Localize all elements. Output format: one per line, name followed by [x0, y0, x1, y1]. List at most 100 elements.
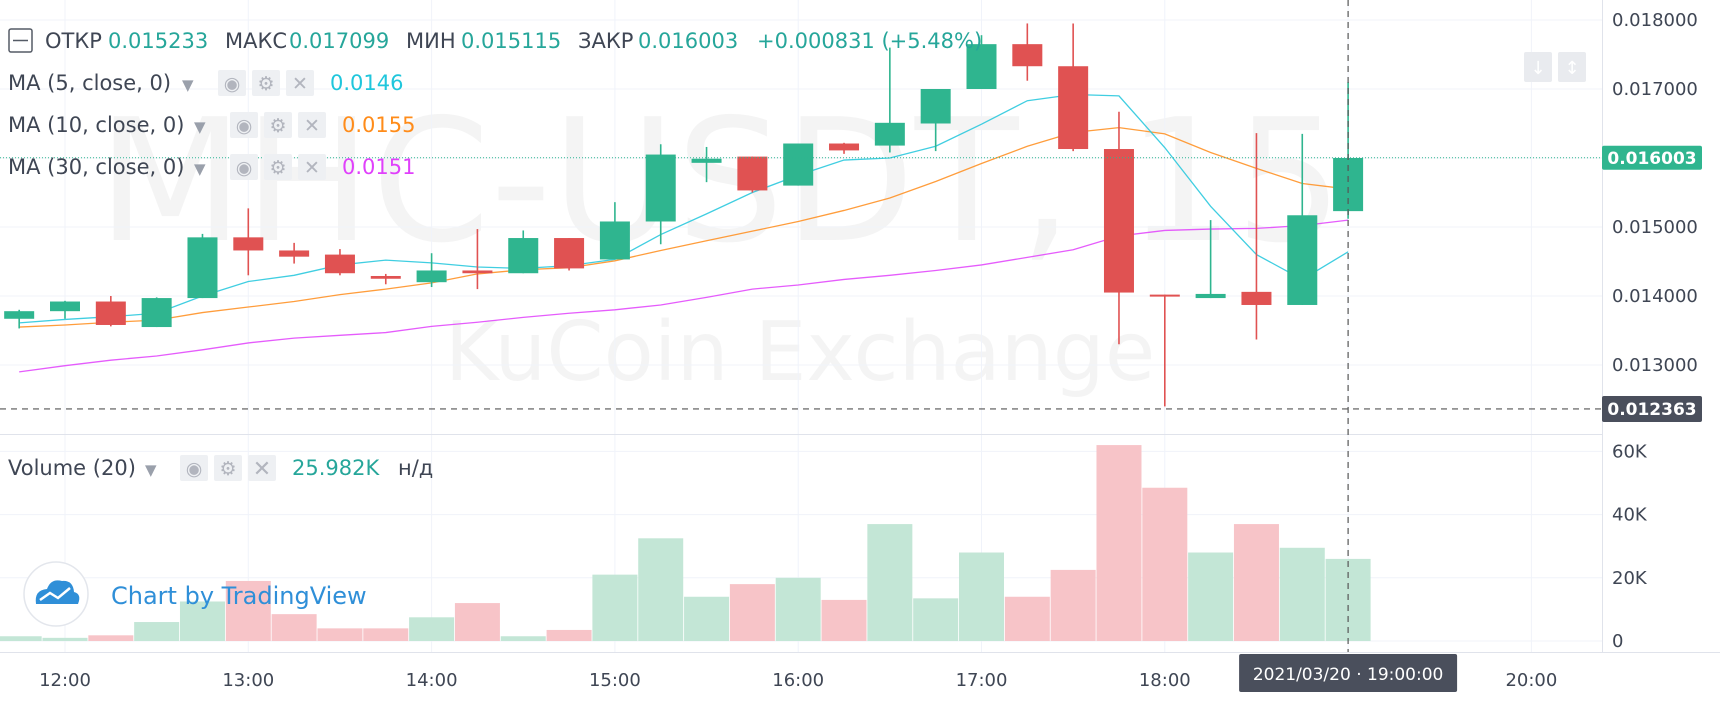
cloud-line-icon — [39, 587, 71, 602]
volume-bar — [134, 622, 180, 641]
volume-bar — [1188, 552, 1234, 641]
close-icon: ✕ — [253, 457, 271, 482]
time-axis[interactable]: 12:00 13:00 14:00 15:00 16:00 17:00 18:00 20:00 — [39, 670, 1557, 691]
collapse-legend-icon[interactable] — [8, 28, 33, 53]
candle-body — [279, 250, 310, 257]
volume-bar — [775, 577, 821, 641]
indicator-button-bg — [230, 112, 258, 138]
candle-body — [599, 221, 630, 260]
volume-bar — [592, 574, 638, 641]
volume-bar — [179, 601, 225, 641]
indicator-settings-button[interactable]: ⚙ — [264, 112, 292, 138]
chevron-down-icon[interactable]: ▼ — [182, 76, 194, 94]
volume-bar — [409, 617, 455, 641]
volume-tick-label: 60K — [1612, 441, 1648, 462]
price-tick-label: 0.018000 — [1612, 10, 1698, 31]
price-tick-label: 0.017000 — [1612, 79, 1698, 100]
gear-icon: ⚙ — [269, 115, 286, 137]
candle-body — [554, 238, 585, 269]
indicator-button-bg — [264, 154, 292, 180]
branding-text[interactable]: Chart by TradingView — [111, 582, 367, 610]
volume-bar — [88, 635, 134, 641]
close-label: ЗАКР — [578, 29, 633, 53]
volume-bar — [913, 598, 959, 641]
scale-toggle-button[interactable] — [1558, 52, 1586, 82]
chevron-down-icon[interactable]: ▼ — [194, 160, 206, 178]
volume-legend-chevron-icon[interactable]: ▼ — [145, 461, 157, 479]
candle-body — [233, 237, 264, 251]
volume-bar — [684, 596, 730, 641]
volume-bar — [638, 538, 684, 641]
volume-tick-label: 40K — [1612, 505, 1648, 526]
arrow-down-icon: ↓ — [1530, 58, 1545, 79]
candle-body — [783, 143, 814, 186]
volume-bar — [225, 580, 271, 641]
volume-axis[interactable]: 0 20K 40K 60K — [1612, 441, 1648, 652]
volume-legend-label: Volume (20) — [8, 456, 136, 480]
volume-remove-button[interactable]: ✕ — [248, 455, 276, 482]
price-tick-label: 0.015000 — [1612, 217, 1698, 238]
indicator-button-bg — [298, 112, 326, 138]
candle-body — [1103, 149, 1134, 293]
indicator-remove-button[interactable]: ✕ — [298, 154, 326, 180]
ma5-line — [19, 93, 1349, 324]
crosshair-time-label: 2021/03/20 · 19:00:00 — [1239, 654, 1458, 692]
last-price-label: 0.016003 — [1602, 145, 1702, 170]
ma10-line — [19, 126, 1349, 328]
volume-settings-button[interactable]: ⚙ — [214, 455, 242, 481]
indicator-eye-button[interactable]: ◉ — [230, 154, 258, 180]
volume-bar — [1142, 487, 1188, 641]
candle-body — [187, 237, 218, 299]
candle-body — [508, 238, 539, 274]
volume-bar — [867, 524, 913, 641]
candle-body — [370, 275, 401, 279]
indicator-settings-button[interactable]: ⚙ — [252, 70, 280, 96]
candle-body — [4, 311, 35, 319]
watermark-exchange: KuCoin Exchange — [445, 305, 1156, 400]
volume-bar — [1050, 569, 1096, 641]
volume-bar — [500, 636, 546, 641]
indicator-remove-button[interactable]: ✕ — [298, 112, 326, 138]
indicator-value: 0.0151 — [342, 155, 415, 179]
volume-bar — [363, 628, 409, 641]
indicator-eye-button[interactable]: ◉ — [218, 70, 246, 96]
indicator-remove-button[interactable]: ✕ — [286, 70, 314, 96]
candle-body — [1287, 215, 1318, 305]
candle-body — [966, 44, 997, 89]
high-label: МАКС — [225, 29, 287, 53]
open-value: 0.015233 — [108, 29, 208, 53]
time-tick-label: 12:00 — [39, 670, 91, 691]
chevron-down-icon[interactable]: ▼ — [194, 118, 206, 136]
crosshair-time-text: 2021/03/20 · 19:00:00 — [1253, 665, 1444, 685]
gear-icon: ⚙ — [219, 458, 236, 480]
indicator-button-bg — [286, 70, 314, 96]
scale-buttons[interactable]: ↓ ↕ — [1524, 52, 1586, 82]
close-icon: ✕ — [304, 115, 320, 137]
volume-bar — [1233, 524, 1279, 641]
price-axis[interactable]: 0.0130000.0140000.0150000.0160000.017000… — [1612, 10, 1698, 376]
volume-bar — [0, 636, 42, 641]
time-tick-label: 16:00 — [772, 670, 824, 691]
close-icon: ✕ — [304, 157, 320, 179]
indicator-button-bg — [230, 154, 258, 180]
indicator-button-bg — [218, 70, 246, 96]
gear-icon: ⚙ — [269, 157, 286, 179]
candle-body — [691, 158, 722, 163]
cloud-icon — [35, 580, 80, 604]
indicator-button-bg — [252, 70, 280, 96]
close-icon: ✕ — [292, 73, 308, 95]
indicator-eye-button[interactable]: ◉ — [230, 112, 258, 138]
candle-body — [737, 156, 768, 191]
volume-eye-button[interactable]: ◉ — [180, 455, 208, 481]
high-value: 0.017099 — [289, 29, 389, 53]
price-tick-label: 0.013000 — [1612, 355, 1698, 376]
candle-body — [462, 270, 493, 274]
low-value: 0.015115 — [461, 29, 561, 53]
indicator-settings-button[interactable]: ⚙ — [264, 154, 292, 180]
tradingview-branding[interactable]: Chart by TradingView — [23, 561, 367, 627]
scroll-down-button[interactable] — [1524, 52, 1552, 82]
volume-legend-value: 25.982K — [292, 456, 380, 480]
change-value: +0.000831 (+5.48%) — [757, 29, 982, 53]
volume-bar — [1279, 547, 1325, 641]
